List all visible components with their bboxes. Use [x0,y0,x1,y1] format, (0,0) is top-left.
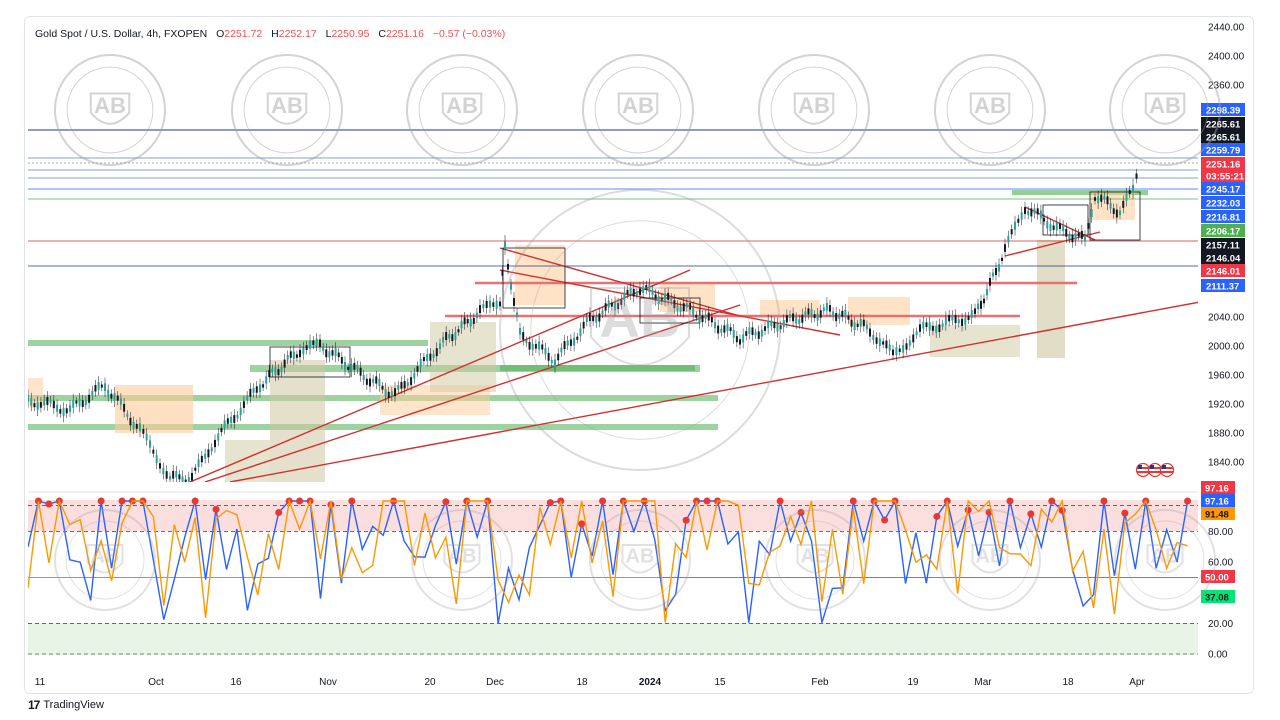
low-value: 2250.95 [331,28,370,40]
open-label: O [216,28,225,40]
open-value: 2251.72 [224,28,263,40]
high-label: H [271,28,279,40]
high-value: 2252.17 [278,28,317,40]
close-label: C [378,28,386,40]
chart-frame [24,16,1254,694]
change-value: −0.57 (−0.03%) [432,28,506,40]
chart-header: Gold Spot / U.S. Dollar, 4h, FXOPEN O225… [35,28,505,40]
symbol-title[interactable]: Gold Spot / U.S. Dollar, 4h, FXOPEN [35,28,208,40]
tradingview-logo-icon[interactable]: 17 [28,698,40,712]
footer: 17 TradingView [28,698,104,712]
close-value: 2251.16 [385,28,424,40]
low-label: L [325,28,332,40]
footer-brand[interactable]: TradingView [43,699,104,711]
